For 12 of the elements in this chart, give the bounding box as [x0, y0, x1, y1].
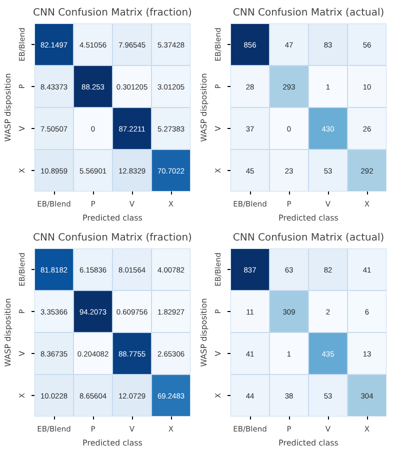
x-axis-title: Predicted class — [278, 438, 338, 448]
y-axis-title: WASP disposition — [200, 298, 208, 367]
chart-title: CNN Confusion Matrix (actual) — [232, 232, 384, 244]
x-axis-title: Predicted class — [278, 214, 338, 222]
y-axis-title: WASP disposition — [4, 298, 12, 367]
x-axis-title: Predicted class — [82, 438, 142, 448]
y-axis-title: WASP disposition — [200, 73, 208, 142]
chart-title: CNN Confusion Matrix (actual) — [232, 8, 384, 18]
chart-title: CNN Confusion Matrix (fraction) — [33, 232, 192, 244]
x-axis-title: Predicted class — [82, 214, 142, 222]
chart-title: CNN Confusion Matrix (fraction) — [33, 8, 192, 18]
y-axis-title: WASP disposition — [4, 73, 12, 142]
